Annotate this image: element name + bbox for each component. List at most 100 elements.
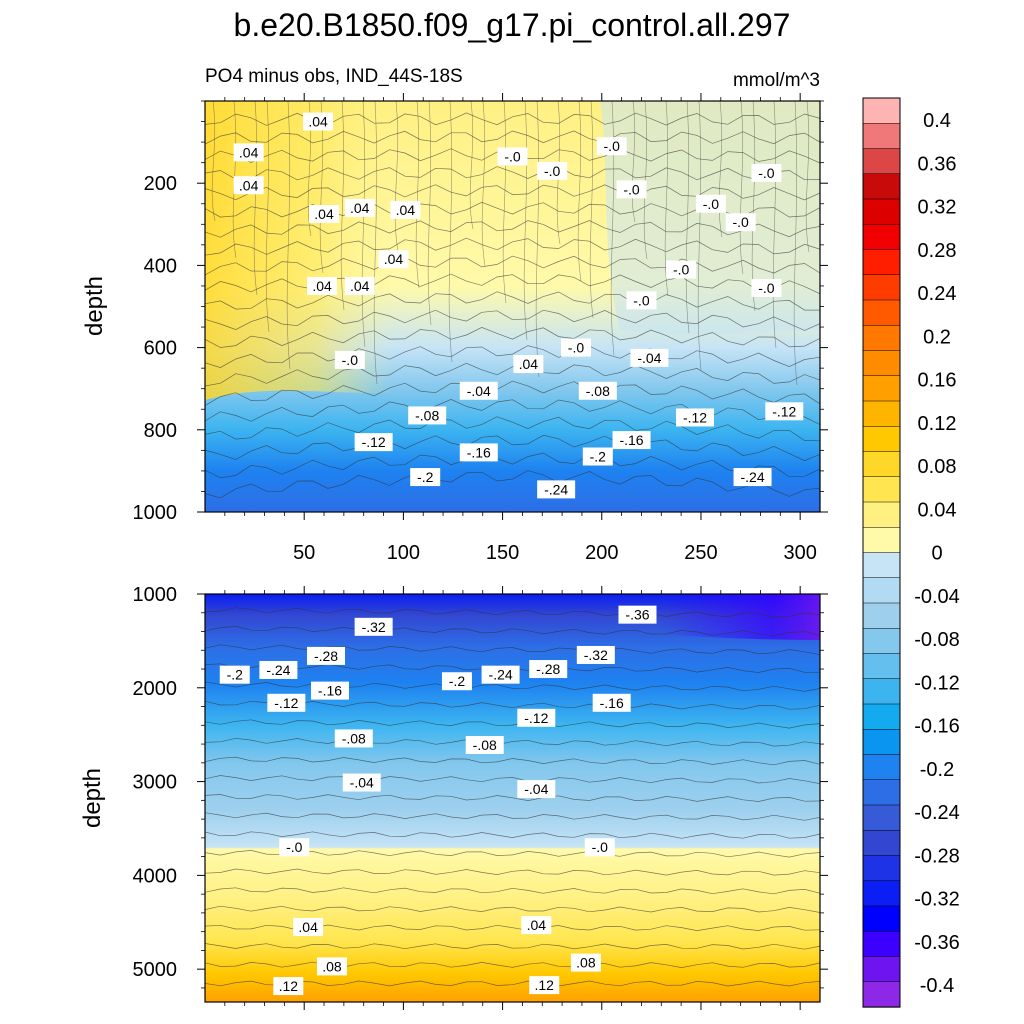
contour-label-text: .08: [322, 958, 342, 974]
colorbar-label: 0.04: [918, 499, 957, 521]
contour-label-text: .12: [535, 977, 555, 993]
contour-label: .04: [390, 200, 421, 219]
colorbar-label: 0.16: [918, 370, 957, 392]
contour-label-text: -.0: [758, 280, 775, 296]
contour-label-box: [344, 276, 375, 295]
colorbar-label: 0.28: [918, 240, 957, 262]
lower-deep-core: [500, 594, 820, 640]
colorbar-label: -0.24: [914, 802, 960, 824]
contour-line: [205, 980, 820, 987]
contour-label-text: -.0: [544, 163, 561, 179]
lower-panel: [205, 594, 820, 1002]
contour-label-box: [342, 773, 381, 792]
contour-label-box: [592, 693, 631, 712]
upper-panel: [205, 101, 820, 512]
contour-label-text: .04: [239, 177, 259, 193]
contour-label-text: -.08: [415, 407, 439, 423]
contour-label: -.0: [626, 291, 657, 310]
contour-label-box: [618, 605, 657, 624]
contour-label: -.0: [560, 338, 591, 357]
contour-label-box: [751, 163, 782, 182]
contour-line: [205, 831, 820, 839]
contour-line: [772, 101, 777, 349]
contour-label: -.04: [630, 348, 669, 367]
contour-label-text: -.0: [703, 196, 720, 212]
colorbar-label: -0.32: [914, 889, 960, 911]
contour-label-box: [233, 176, 264, 195]
colorbar-label: 0.2: [923, 326, 951, 348]
colorbar-box: [862, 224, 901, 251]
colorbar-box: [862, 931, 901, 958]
contour-line: [205, 309, 820, 331]
contour-label: -.0: [725, 213, 756, 232]
contour-label-text: -.0: [568, 340, 585, 356]
contour-line: [523, 101, 528, 341]
contour-label: -.16: [310, 681, 349, 700]
contour-label-text: -.16: [318, 683, 342, 699]
contour-label-box: [676, 408, 715, 427]
contour-label-text: -.32: [584, 647, 608, 663]
contour-label-text: -.08: [342, 730, 366, 746]
contour-label-box: [517, 780, 556, 799]
colorbar-box: [862, 426, 901, 453]
contour-label: -.0: [751, 279, 782, 298]
contour-label-box: [630, 348, 669, 367]
contour-label-box: [596, 137, 627, 156]
contour-line: [211, 101, 216, 222]
contour-line: [502, 101, 507, 304]
contour-label-box: [465, 736, 504, 755]
colorbar-box: [862, 552, 901, 579]
contour-line: [205, 399, 820, 425]
contour-label: -.0: [751, 163, 782, 182]
contour-label: -.04: [342, 773, 381, 792]
contour-label-text: -.04: [637, 350, 661, 366]
colorbar-box: [862, 729, 901, 756]
contour-label-box: [279, 838, 310, 857]
y-tick-label: 4000: [133, 865, 178, 887]
colorbar-box: [862, 274, 901, 301]
contour-label-text: -.12: [683, 409, 707, 425]
contour-label-box: [354, 433, 393, 452]
contour-label-text: -.36: [625, 607, 649, 623]
contour-label: -.0: [279, 838, 310, 857]
contour-label: -.12: [676, 408, 715, 427]
colorbar-box: [862, 451, 901, 478]
y-tick-label: 1000: [133, 502, 178, 524]
contour-label-text: .04: [239, 144, 259, 160]
contour-label-box: [584, 838, 615, 857]
lower-frame: [204, 593, 821, 1003]
colorbar-box: [862, 325, 901, 352]
contour-label: -.32: [354, 617, 393, 636]
y-tick-label: 200: [144, 173, 177, 195]
colorbar-label: 0.4: [923, 110, 951, 132]
contour-label: -.36: [618, 605, 657, 624]
contour-label-box: [529, 976, 560, 995]
contour-label: -.2: [441, 672, 472, 691]
contour-line: [685, 101, 690, 334]
contour-label-box: [626, 291, 657, 310]
colorbar-box: [862, 779, 901, 806]
colorbar-frame: [862, 97, 901, 1008]
contour-line: [205, 607, 820, 618]
contour-label: -.24: [259, 660, 298, 679]
contour-label-box: [570, 953, 601, 972]
contour-label-text: -.2: [449, 673, 466, 689]
colorbar-label: -0.16: [914, 716, 960, 738]
colorbar-label: -0.12: [914, 672, 960, 694]
contour-label-text: -.0: [592, 839, 609, 855]
y-tick-label: 800: [144, 420, 177, 442]
colorbar-box: [862, 476, 901, 503]
contour-label: -.32: [576, 645, 615, 664]
contour-line: [265, 101, 270, 333]
contour-label-box: [309, 205, 340, 224]
contour-line: [577, 101, 582, 282]
contour-line: [697, 101, 702, 371]
contour-label-box: [578, 381, 617, 400]
contour-line: [205, 905, 820, 913]
y-tick-label: 2000: [133, 678, 178, 700]
y-tick-label: 5000: [133, 959, 178, 981]
contour-label-box: [267, 693, 306, 712]
y-tick-label: 3000: [133, 772, 178, 794]
contour-label-text: -.04: [524, 781, 548, 797]
